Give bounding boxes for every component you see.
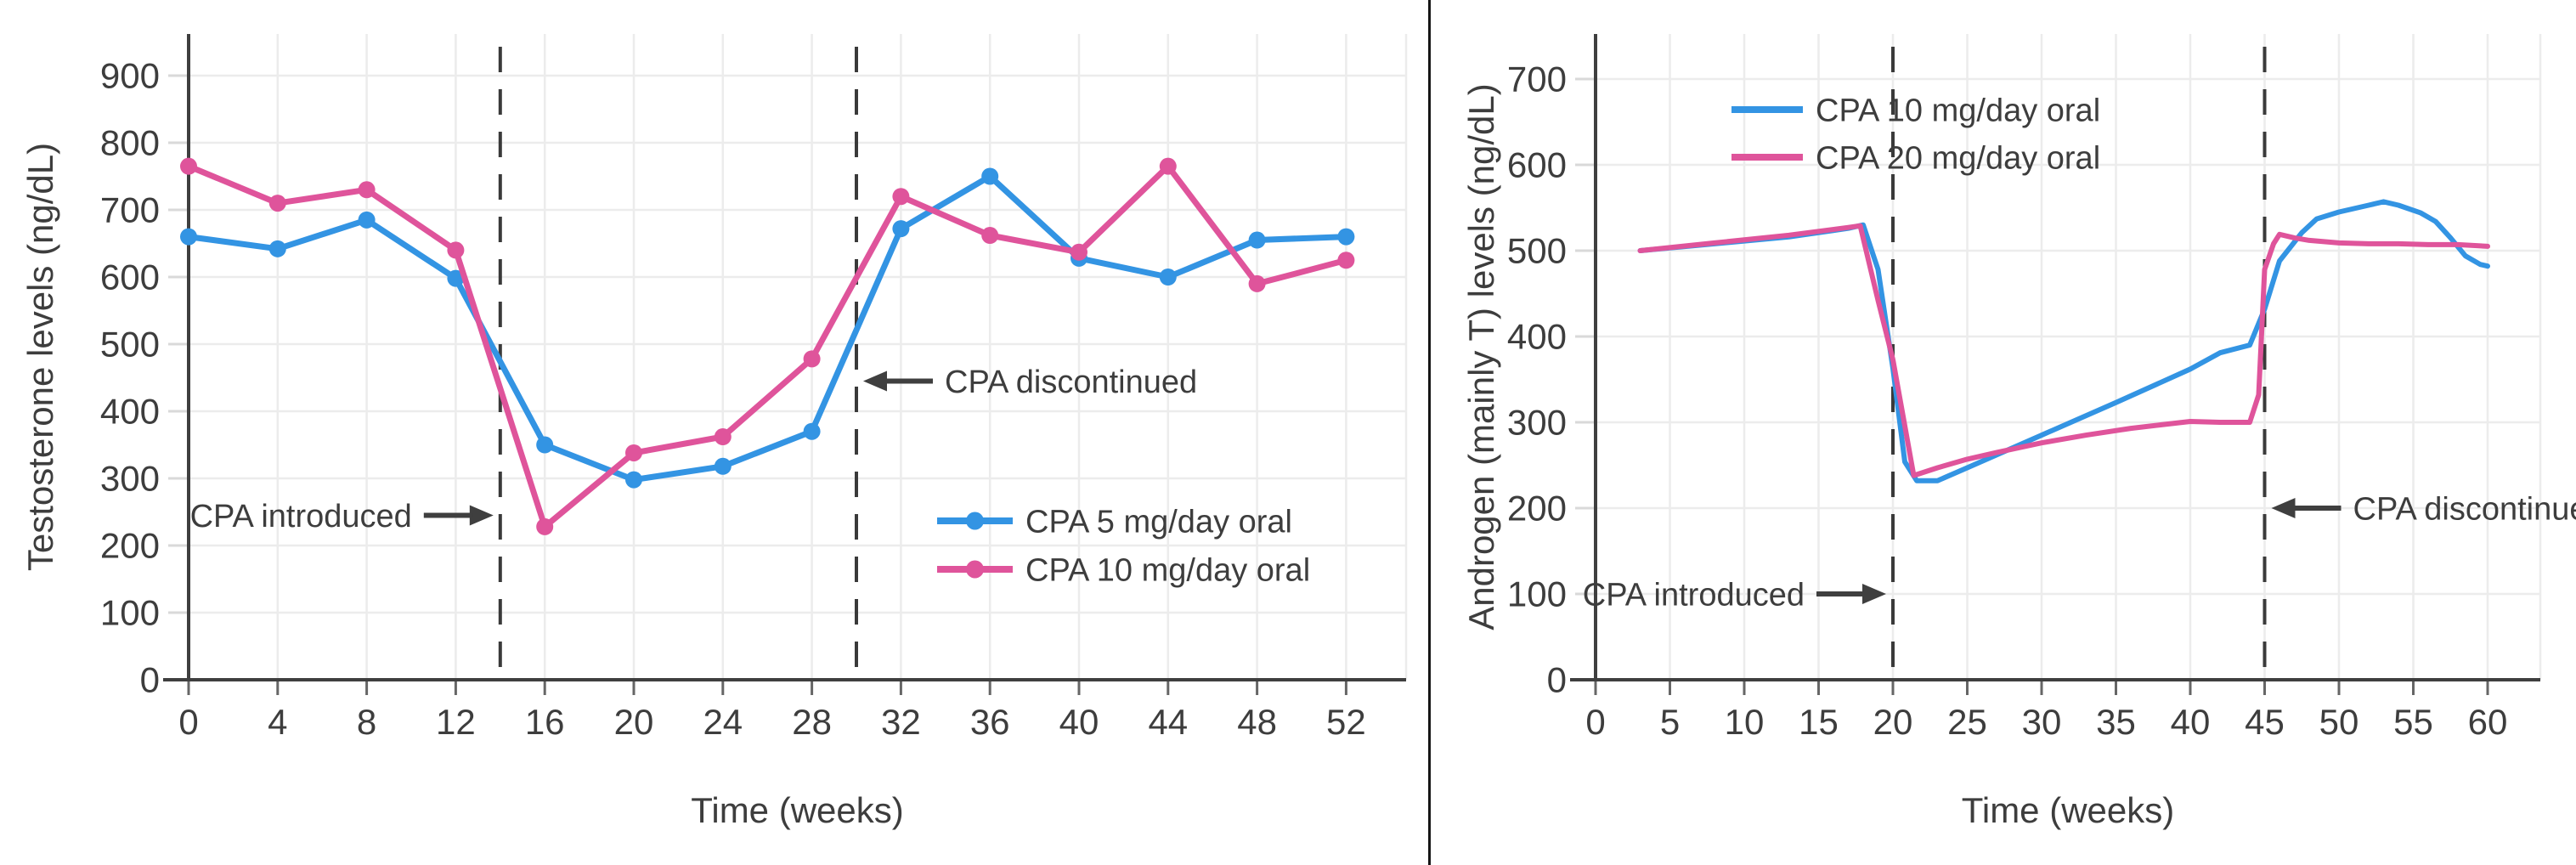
data-point-marker: [180, 157, 197, 175]
y-tick-label: 700: [100, 190, 160, 230]
data-point-marker: [358, 181, 376, 199]
y-tick-label: 800: [100, 123, 160, 163]
x-tick-label: 20: [614, 702, 654, 742]
data-point-marker: [268, 195, 286, 212]
data-point-marker: [803, 350, 821, 368]
y-tick-label: 600: [100, 257, 160, 297]
data-point-marker: [714, 457, 732, 475]
annotation-label: CPA introduced: [1583, 577, 1805, 613]
x-tick-label: 60: [2468, 702, 2508, 742]
data-point-marker: [1159, 157, 1177, 175]
data-point-marker: [180, 228, 197, 246]
x-tick-label: 32: [881, 702, 921, 742]
y-tick-label: 600: [1507, 145, 1567, 185]
y-tick-label: 900: [100, 56, 160, 96]
data-point-marker: [1159, 269, 1177, 286]
y-tick-label: 300: [1507, 403, 1567, 443]
x-tick-label: 25: [1947, 702, 1987, 742]
y-tick-label: 500: [100, 325, 160, 365]
x-tick-label: 40: [1059, 702, 1099, 742]
y-tick-label: 0: [1547, 660, 1567, 700]
x-tick-label: 36: [970, 702, 1010, 742]
data-point-marker: [1248, 274, 1266, 292]
x-tick-label: 15: [1799, 702, 1839, 742]
y-tick-label: 200: [1507, 489, 1567, 529]
x-axis-title: Time (weeks): [691, 790, 903, 830]
data-point-marker: [1248, 231, 1266, 249]
legend-label: CPA 10 mg/day oral: [1816, 93, 2100, 128]
x-tick-label: 0: [1585, 702, 1605, 742]
series-line: [1637, 223, 2490, 478]
y-tick-label: 200: [100, 526, 160, 566]
data-point-marker: [358, 211, 376, 229]
x-tick-label: 5: [1660, 702, 1680, 742]
x-tick-label: 12: [436, 702, 476, 742]
y-tick-label: 400: [1507, 317, 1567, 357]
y-tick-label: 400: [100, 392, 160, 432]
data-point-marker: [625, 471, 642, 489]
androgen-chart: 0 100 200 300 400 500 600 700 0 5 10 15 20 25 30 35 40 45…: [1461, 34, 2576, 830]
legend-swatch-marker: [966, 560, 984, 579]
x-tick-label: 0: [178, 702, 198, 742]
arrow-head-left: [863, 370, 887, 392]
data-point-marker: [1071, 243, 1087, 261]
arrow-head-left: [2271, 498, 2296, 518]
data-point-marker: [536, 517, 554, 535]
legend-label: CPA 20 mg/day oral: [1816, 140, 2100, 176]
x-tick-label: 50: [2319, 702, 2359, 742]
y-tick-label: 100: [1507, 574, 1567, 614]
x-tick-label: 30: [2022, 702, 2062, 742]
x-tick-label: 44: [1148, 702, 1188, 742]
x-tick-label: 4: [268, 702, 287, 742]
x-tick-label: 10: [1725, 702, 1765, 742]
data-point-marker: [1337, 228, 1355, 246]
x-tick-label: 16: [525, 702, 565, 742]
x-tick-label: 20: [1873, 702, 1913, 742]
data-point-marker: [447, 269, 465, 287]
y-tick-label: 0: [140, 660, 160, 700]
data-point-marker: [268, 240, 286, 257]
y-axis-title: Testosterone levels (ng/dL): [20, 143, 60, 571]
y-tick-label: 100: [100, 593, 160, 633]
data-point-marker: [536, 436, 554, 454]
series-line: [185, 173, 1349, 483]
arrow-head-right: [1862, 584, 1886, 604]
legend-label: CPA 5 mg/day oral: [1025, 504, 1292, 540]
data-point-marker: [981, 167, 999, 185]
y-tick-label: 700: [1507, 59, 1567, 99]
annotation-label: CPA discontinued: [2353, 491, 2576, 527]
data-point-marker: [714, 428, 732, 446]
x-tick-label: 35: [2096, 702, 2136, 742]
y-tick-label: 500: [1507, 231, 1567, 271]
data-point-marker: [892, 188, 910, 206]
data-point-marker: [803, 422, 821, 440]
panel-divider: [1428, 0, 1431, 865]
x-tick-label: 55: [2393, 702, 2433, 742]
x-tick-label: 28: [792, 702, 832, 742]
arrow-head-right: [469, 505, 494, 526]
series-line: [185, 163, 1349, 530]
x-tick-label: 48: [1237, 702, 1277, 742]
x-tick-label: 40: [2171, 702, 2211, 742]
x-tick-label: 52: [1326, 702, 1366, 742]
data-point-marker: [981, 227, 999, 245]
x-tick-label: 45: [2245, 702, 2285, 742]
data-point-marker: [892, 220, 910, 238]
legend-swatch-marker: [966, 512, 984, 530]
annotation-label: CPA discontinued: [945, 365, 1197, 400]
data-point-marker: [1337, 252, 1355, 269]
y-tick-label: 300: [100, 459, 160, 499]
x-tick-label: 8: [357, 702, 376, 742]
data-point-marker: [447, 241, 465, 259]
x-tick-label: 24: [703, 702, 743, 742]
annotation-label: CPA introduced: [190, 499, 412, 534]
series-line: [1637, 199, 2490, 483]
data-point-marker: [625, 444, 642, 461]
legend-label: CPA 10 mg/day oral: [1025, 552, 1310, 588]
x-axis-title: Time (weeks): [1962, 790, 2174, 830]
y-axis-title: Androgen (mainly T) levels (ng/dL): [1461, 83, 1501, 630]
